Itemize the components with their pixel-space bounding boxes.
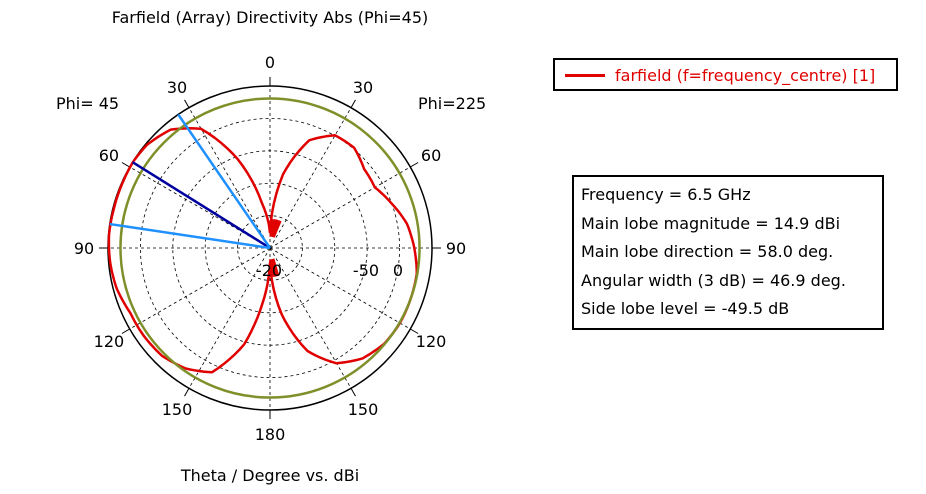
angle-tick-label: 90 <box>74 239 94 258</box>
phi-right-label: Phi=225 <box>418 94 486 113</box>
info-main-lobe-direction: Main lobe direction = 58.0 deg. <box>581 242 834 261</box>
info-side-lobe-level: Side lobe level = -49.5 dB <box>581 299 790 318</box>
legend-entry: farfield (f=frequency_centre) [1] <box>615 66 876 85</box>
legend-box: farfield (f=frequency_centre) [1] <box>553 58 898 91</box>
radial-tick-label: -20 <box>256 261 282 280</box>
grid-spoke-330 <box>269 107 352 249</box>
angle-tick-label: 0 <box>265 53 275 72</box>
beamwidth-line-2 <box>109 222 271 250</box>
angle-tick-label: 150 <box>348 400 379 419</box>
phi-left-label: Phi= 45 <box>56 94 119 113</box>
info-frequency: Frequency = 6.5 GHz <box>581 185 751 204</box>
grid-spoke-150 <box>188 247 271 389</box>
angle-tick-label: 180 <box>255 425 286 444</box>
info-angular-width: Angular width (3 dB) = 46.9 deg. <box>581 270 846 290</box>
tick-mark-120 <box>121 328 130 334</box>
info-main-lobe-magnitude: Main lobe magnitude = 14.9 dBi <box>581 213 841 233</box>
radial-tick-label: -50 <box>353 261 379 280</box>
angle-tick-label: 120 <box>416 332 447 351</box>
null-noise-lower <box>268 258 280 278</box>
series-layer <box>107 97 421 399</box>
angle-tick-label: 90 <box>446 239 466 258</box>
tick-mark-30 <box>184 99 190 108</box>
tick-mark-60 <box>121 162 130 168</box>
chart-title: Farfield (Array) Directivity Abs (Phi=45… <box>111 8 429 27</box>
angle-tick-label: 30 <box>167 78 187 97</box>
angle-tick-label: 30 <box>353 78 373 97</box>
tick-mark-330 <box>350 99 356 108</box>
x-axis-label: Theta / Degree vs. dBi <box>180 466 360 485</box>
tick-mark-150 <box>184 388 190 397</box>
angle-tick-label: 60 <box>99 146 119 165</box>
grid-spoke-240 <box>269 247 411 330</box>
null-noise-upper <box>269 218 282 238</box>
main-lobe-line <box>131 161 271 250</box>
tick-mark-300 <box>410 162 419 168</box>
angle-tick-label: 60 <box>421 146 441 165</box>
reference-circle <box>119 97 421 399</box>
tick-mark-210 <box>350 388 356 397</box>
angle-tick-label: 120 <box>94 332 125 351</box>
legend-swatch <box>565 74 605 77</box>
grid-spoke-300 <box>269 166 411 249</box>
grid-circle-4 <box>139 117 401 379</box>
tick-labels: 0 30 60 90 120 150 180 150 120 90 60 30 -20 -50 0 <box>74 53 466 444</box>
polar-grid <box>99 77 441 419</box>
beamwidth-line-1 <box>177 113 272 249</box>
polar-plot: 0 30 60 90 120 150 180 150 120 90 60 30 -20 -50 0 Phi=… <box>56 53 486 444</box>
grid-circle-2 <box>204 182 336 314</box>
grid-spoke-120 <box>129 247 271 330</box>
angle-tick-label: 150 <box>162 400 193 419</box>
radial-tick-label: 0 <box>393 261 403 280</box>
info-box: Frequency = 6.5 GHz Main lobe magnitude … <box>572 175 884 330</box>
grid-spoke-210 <box>269 247 352 389</box>
tick-mark-240 <box>410 328 419 334</box>
series-line <box>107 127 419 374</box>
